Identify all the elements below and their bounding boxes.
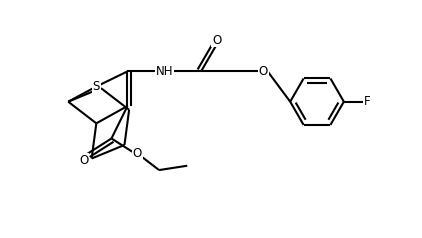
Text: NH: NH xyxy=(156,65,173,78)
Text: O: O xyxy=(80,154,89,167)
Text: S: S xyxy=(93,80,100,93)
Text: O: O xyxy=(212,34,221,47)
Text: O: O xyxy=(133,147,142,160)
Text: F: F xyxy=(364,95,371,108)
Text: O: O xyxy=(259,65,268,78)
